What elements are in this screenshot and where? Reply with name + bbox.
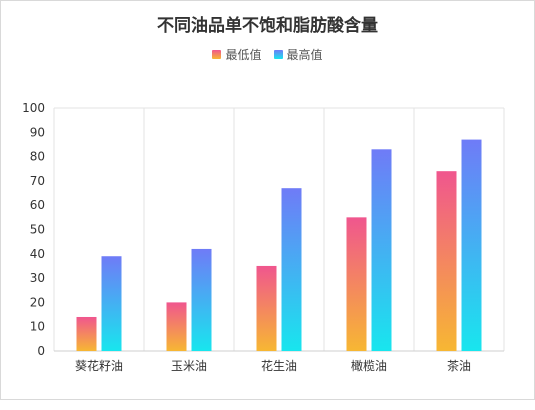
y-tick-label: 90 xyxy=(30,125,45,139)
y-tick-label: 10 xyxy=(30,320,45,334)
bar-low xyxy=(166,302,187,351)
y-tick-label: 30 xyxy=(30,271,45,285)
y-tick-label: 60 xyxy=(30,198,45,212)
y-tick-label: 20 xyxy=(30,295,45,309)
y-tick-label: 0 xyxy=(37,344,45,358)
legend-swatch-low xyxy=(212,50,222,59)
y-tick-label: 50 xyxy=(30,223,45,237)
y-tick-label: 70 xyxy=(30,174,45,188)
bar-high xyxy=(101,256,122,351)
bar-low xyxy=(436,171,457,351)
bar-high xyxy=(191,248,212,351)
bar-high xyxy=(461,139,482,351)
legend-label-low: 最低值 xyxy=(225,48,262,62)
x-tick-label: 橄榄油 xyxy=(351,358,387,373)
legend-item-high[interactable]: 最高值 xyxy=(273,46,323,63)
chart-title: 不同油品单不饱和脂肪酸含量 xyxy=(157,16,378,36)
legend-label-high: 最高值 xyxy=(286,48,323,62)
x-tick-label: 玉米油 xyxy=(171,359,207,373)
bar-low xyxy=(346,217,367,351)
x-tick-label: 花生油 xyxy=(261,358,297,373)
x-tick-label: 茶油 xyxy=(447,358,471,373)
y-tick-label: 100 xyxy=(22,101,45,115)
x-tick-label: 葵花籽油 xyxy=(75,358,123,373)
y-tick-label: 80 xyxy=(30,150,45,164)
bar-low xyxy=(76,316,97,351)
bar-high xyxy=(281,188,302,351)
bar-low xyxy=(256,265,277,351)
y-tick-label: 40 xyxy=(30,247,45,261)
legend-swatch-high xyxy=(273,50,283,59)
chart-legend: 最低值 最高值 xyxy=(0,46,535,63)
legend-item-low[interactable]: 最低值 xyxy=(212,46,262,63)
bar-high xyxy=(371,149,392,351)
